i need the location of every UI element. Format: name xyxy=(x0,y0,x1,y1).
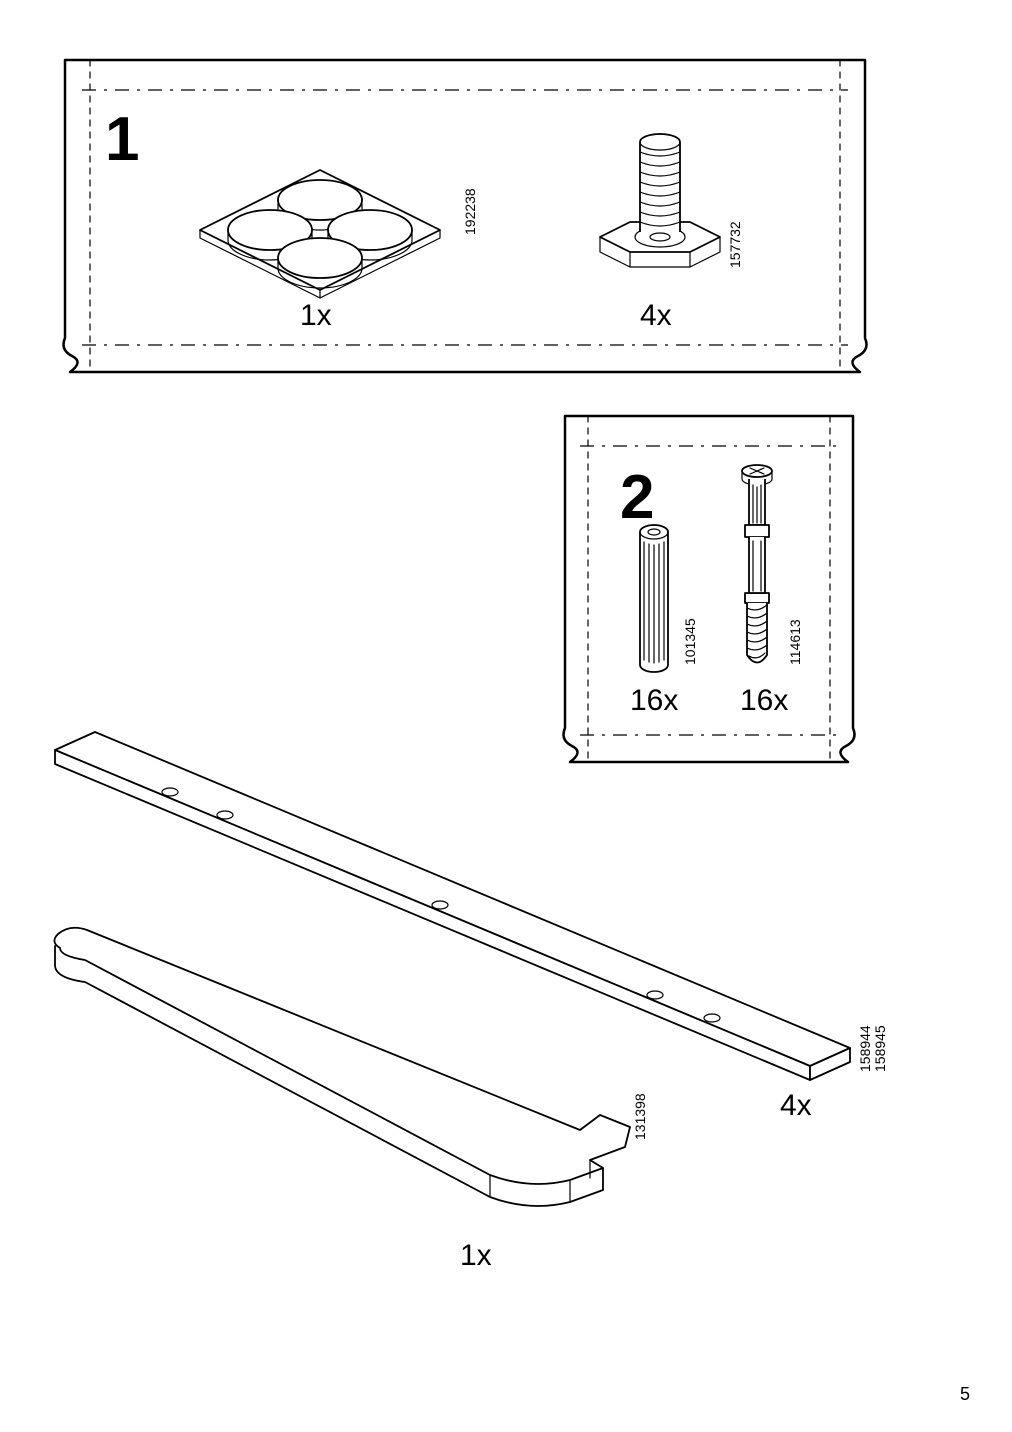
part-rail-numbers: 158944 158945 xyxy=(857,1025,888,1072)
part-cam-screw-qty: 16x xyxy=(740,684,788,717)
part-hex-bolt-number: 157732 xyxy=(727,221,743,268)
bag-1-label: 1 xyxy=(105,105,139,174)
bag-2-label: 2 xyxy=(620,463,654,532)
part-wrench-number: 131398 xyxy=(632,1093,648,1140)
part-rail-qty: 4x xyxy=(780,1089,812,1122)
part-cam-screw-number: 114613 xyxy=(787,619,803,665)
page-number: 5 xyxy=(960,1384,970,1404)
svg-text:158944: 158944 xyxy=(857,1025,873,1072)
part-pads-number: 192238 xyxy=(462,188,478,235)
part-hex-bolt xyxy=(600,134,720,267)
part-dowel-qty: 16x xyxy=(630,684,678,717)
part-rail xyxy=(55,732,850,1080)
bag-2: 2 101345 16x xyxy=(564,416,855,762)
part-pads xyxy=(200,170,440,298)
part-dowel xyxy=(640,525,668,672)
part-cam-screw xyxy=(742,465,772,663)
part-dowel-number: 101345 xyxy=(682,618,698,665)
part-hex-bolt-qty: 4x xyxy=(640,299,672,332)
part-pads-qty: 1x xyxy=(300,299,332,332)
bag-1: 1 192238 1x xyxy=(64,60,867,372)
part-wrench-qty: 1x xyxy=(460,1239,492,1272)
svg-text:158945: 158945 xyxy=(872,1025,888,1072)
